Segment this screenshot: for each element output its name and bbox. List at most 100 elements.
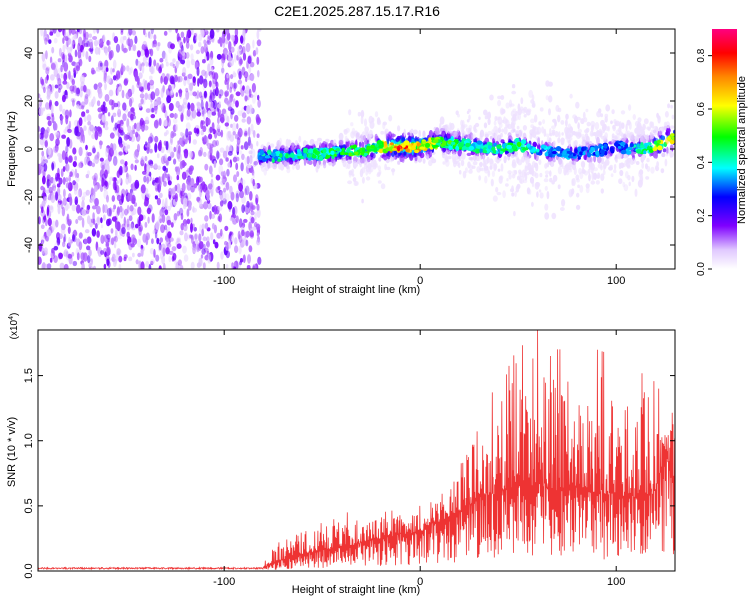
signal-blob bbox=[574, 115, 578, 124]
signal-blob bbox=[664, 111, 669, 118]
signal-blob bbox=[558, 157, 563, 165]
noise-blob bbox=[69, 171, 73, 177]
noise-blob bbox=[163, 224, 168, 231]
noise-blob bbox=[128, 174, 132, 184]
ridge-blob bbox=[565, 148, 571, 152]
ridge-blob bbox=[572, 153, 576, 157]
ridge-blob bbox=[333, 153, 337, 157]
signal-blob bbox=[569, 126, 573, 133]
noise-blob bbox=[185, 87, 189, 93]
signal-blob bbox=[489, 159, 494, 167]
noise-blob bbox=[158, 265, 162, 269]
noise-blob bbox=[226, 73, 229, 79]
noise-blob bbox=[104, 48, 108, 56]
noise-blob bbox=[38, 132, 41, 141]
noise-blob bbox=[72, 161, 77, 168]
noise-blob bbox=[126, 223, 131, 231]
noise-blob bbox=[158, 66, 163, 74]
noise-blob bbox=[192, 139, 197, 145]
signal-blob bbox=[625, 129, 628, 138]
noise-blob bbox=[196, 196, 201, 202]
signal-blob bbox=[382, 152, 387, 158]
noise-blob bbox=[83, 237, 88, 245]
noise-blob bbox=[249, 230, 254, 238]
ridge-blob bbox=[646, 146, 653, 150]
noise-blob bbox=[251, 94, 256, 104]
noise-blob bbox=[71, 204, 77, 212]
signal-blob bbox=[513, 211, 516, 217]
signal-blob bbox=[569, 93, 573, 99]
noise-blob bbox=[177, 49, 183, 58]
signal-blob bbox=[464, 167, 468, 174]
signal-blob bbox=[616, 152, 622, 160]
noise-blob bbox=[41, 52, 46, 62]
signal-blob bbox=[577, 184, 580, 189]
noise-blob bbox=[249, 61, 255, 68]
noise-blob bbox=[40, 29, 44, 37]
signal-blob bbox=[479, 161, 483, 167]
noise-blob bbox=[201, 248, 206, 255]
noise-blob bbox=[138, 226, 142, 236]
signal-blob bbox=[429, 156, 434, 160]
noise-blob bbox=[108, 99, 114, 106]
noise-blob bbox=[144, 155, 148, 162]
signal-blob bbox=[467, 108, 471, 113]
noise-blob bbox=[68, 54, 73, 63]
noise-blob bbox=[203, 151, 207, 157]
noise-blob bbox=[112, 68, 115, 73]
noise-blob bbox=[234, 134, 239, 140]
noise-blob bbox=[129, 205, 134, 212]
noise-blob bbox=[122, 102, 127, 111]
noise-blob bbox=[116, 206, 120, 216]
noise-blob bbox=[186, 218, 191, 225]
noise-blob bbox=[185, 122, 191, 131]
noise-blob bbox=[208, 183, 213, 190]
noise-blob bbox=[63, 249, 69, 257]
noise-blob bbox=[137, 143, 140, 153]
ridge-blob bbox=[285, 152, 289, 159]
noise-blob bbox=[145, 235, 149, 246]
noise-blob bbox=[209, 126, 213, 133]
ridge-blob bbox=[392, 148, 397, 151]
noise-blob bbox=[198, 257, 203, 267]
noise-blob bbox=[65, 182, 71, 189]
signal-blob bbox=[521, 156, 526, 163]
signal-blob bbox=[561, 199, 566, 207]
noise-blob bbox=[212, 128, 216, 135]
ridge-blob bbox=[331, 155, 335, 160]
noise-blob bbox=[108, 89, 114, 97]
ridge-blob bbox=[455, 145, 460, 152]
noise-blob bbox=[45, 66, 51, 72]
ridge-blob bbox=[267, 151, 272, 155]
ridge-blob bbox=[629, 143, 634, 148]
signal-blob bbox=[511, 84, 516, 89]
noise-blob bbox=[180, 31, 185, 38]
noise-blob bbox=[90, 194, 95, 203]
signal-blob bbox=[374, 111, 379, 118]
signal-blob bbox=[580, 118, 585, 125]
noise-blob bbox=[56, 236, 61, 246]
signal-blob bbox=[388, 114, 393, 122]
noise-blob bbox=[220, 129, 224, 138]
noise-blob bbox=[201, 223, 206, 230]
noise-blob bbox=[186, 208, 190, 217]
noise-blob bbox=[200, 254, 204, 259]
noise-blob bbox=[159, 208, 164, 217]
noise-blob bbox=[46, 229, 52, 237]
noise-blob bbox=[103, 73, 107, 84]
spectrogram-ytick-label: -20 bbox=[23, 189, 35, 205]
noise-blob bbox=[150, 29, 154, 35]
noise-blob bbox=[252, 39, 255, 49]
signal-blob bbox=[532, 141, 537, 148]
noise-blob bbox=[171, 246, 177, 252]
noise-blob bbox=[182, 67, 187, 76]
noise-blob bbox=[85, 109, 90, 114]
signal-blob bbox=[458, 170, 462, 175]
noise-blob bbox=[201, 106, 205, 115]
ridge-blob bbox=[351, 152, 355, 156]
noise-blob bbox=[51, 162, 55, 171]
noise-blob bbox=[247, 164, 252, 169]
signal-blob bbox=[575, 101, 580, 109]
noise-blob bbox=[220, 228, 223, 237]
ridge-blob bbox=[433, 144, 439, 148]
